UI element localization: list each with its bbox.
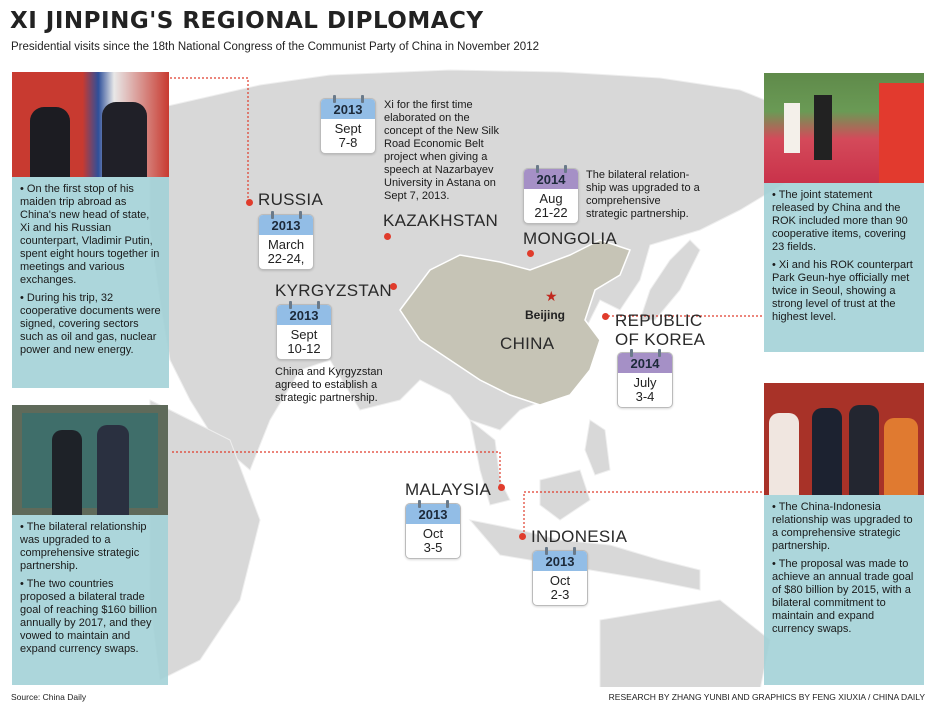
russia-calendar: 2013 March 22-24, [258, 211, 314, 270]
calendar-date: 2-3 [550, 587, 570, 602]
connector-russia [170, 77, 249, 200]
calendar-date: 3-5 [423, 540, 443, 555]
korea-calendar: 2014 July 3-4 [617, 349, 673, 408]
calendar-year: 2013 [259, 215, 313, 235]
calendar-date: Oct [549, 573, 571, 588]
connector-indonesia [523, 491, 762, 536]
calendar-date: Sept [290, 327, 318, 342]
page-subtitle: Presidential visits since the 18th Natio… [11, 41, 539, 53]
calendar-date: 7-8 [338, 135, 358, 150]
indonesia-dot [519, 533, 526, 540]
russia-dot [246, 199, 253, 206]
russia-info-panel: • On the first stop of his maiden trip a… [12, 177, 169, 388]
asia-map [149, 69, 791, 687]
kazakhstan-label: KAZAKHSTAN [383, 211, 499, 230]
mongolia-calendar: 2014 Aug 21-22 [523, 165, 579, 224]
malaysia-fact: • The two countries proposed a bilateral… [20, 578, 157, 655]
korea-fact: • The joint statement released by China … [772, 189, 908, 253]
calendar-year: 2013 [277, 305, 331, 325]
southeast-asia-landmass [469, 418, 511, 506]
russia-fact: • On the first stop of his maiden trip a… [20, 183, 160, 286]
photo-xi-najib [12, 405, 168, 515]
indonesia-calendar: 2013 Oct 2-3 [532, 547, 588, 606]
kyrgyzstan-note: China and Kyrgyzstan agreed to establish… [275, 366, 383, 404]
beijing-label: Beijing [525, 308, 566, 322]
malaysia-label: MALAYSIA [405, 480, 492, 499]
korea-fact: • Xi and his ROK counterpart Park Geun-h… [772, 259, 913, 323]
kazakhstan-dot [384, 233, 391, 240]
kyrgyzstan-dot [390, 283, 397, 290]
russia-label: RUSSIA [258, 190, 324, 209]
korea-info-panel: • The joint statement released by China … [764, 183, 924, 352]
malaysia-calendar: 2013 Oct 3-5 [405, 500, 461, 559]
china-label: CHINA [500, 334, 555, 353]
calendar-year: 2013 [406, 504, 460, 524]
calendar-year: 2014 [618, 353, 672, 373]
calendar-date: 22-24, [267, 251, 305, 266]
calendar-date: July [633, 375, 657, 390]
calendar-year: 2013 [533, 551, 587, 571]
philippines-islands [584, 419, 611, 476]
calendar-date: Sept [334, 121, 362, 136]
australia-landmass [599, 599, 771, 687]
malaysia-dot [498, 484, 505, 491]
kazakhstan-calendar: 2013 Sept 7-8 [320, 95, 376, 154]
china-region [399, 239, 631, 406]
calendar-year: 2013 [321, 99, 375, 119]
russia-fact: • During his trip, 32 cooperative docume… [20, 292, 161, 356]
photo-xi-park [764, 73, 924, 183]
mongolia-note: The bilateral relation-ship was upgraded… [586, 169, 700, 220]
calendar-date: March [267, 237, 305, 252]
borneo-island [539, 469, 591, 521]
source-note: Source: China Daily [11, 692, 87, 702]
indonesia-info-panel: • The China-Indonesia relationship was u… [764, 495, 924, 685]
calendar-date: 3-4 [635, 389, 655, 404]
malaysia-info-panel: • The bilateral relationship was upgrade… [12, 515, 168, 685]
malaysia-fact: • The bilateral relationship was upgrade… [20, 521, 147, 572]
mongolia-label: MONGOLIA [523, 229, 618, 248]
indonesia-fact: • The China-Indonesia relationship was u… [772, 501, 913, 552]
indonesia-label: INDONESIA [531, 527, 628, 546]
calendar-date: 10-12 [287, 341, 321, 356]
kyrgyzstan-label: KYRGYZSTAN [275, 281, 392, 300]
mongolia-dot [527, 250, 534, 257]
calendar-date: Oct [422, 526, 444, 541]
korea-label: REPUBLIC OF KOREA [615, 311, 706, 349]
star-icon: ★ [545, 288, 558, 304]
photo-xi-yudhoyono [764, 383, 924, 495]
page-title: XI JINPING'S REGIONAL DIPLOMACY [10, 8, 484, 34]
calendar-date: Aug [539, 191, 563, 206]
connector-malaysia [172, 451, 501, 486]
photo-xi-putin [12, 72, 169, 177]
calendar-date: 21-22 [534, 205, 568, 220]
japan-islands [639, 239, 701, 321]
kazakhstan-note: Xi for the first time elaborated on the … [384, 99, 499, 202]
kyrgyzstan-calendar: 2013 Sept 10-12 [276, 301, 332, 360]
korea-dot [602, 313, 609, 320]
indonesia-fact: • The proposal was made to achieve an an… [772, 558, 914, 635]
calendar-year: 2014 [524, 169, 578, 189]
credit-note: RESEARCH BY ZHANG YUNBI AND GRAPHICS BY … [608, 692, 925, 702]
